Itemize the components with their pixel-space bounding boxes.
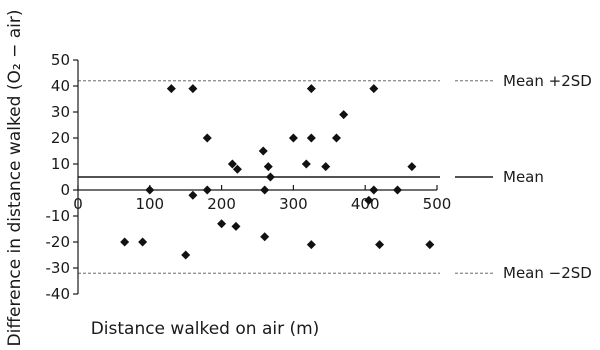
ref-line-label: Mean −2SD <box>503 264 592 282</box>
data-point <box>369 185 379 195</box>
y-tick-label: -10 <box>46 207 71 225</box>
data-point <box>265 172 275 182</box>
data-point <box>188 190 198 200</box>
x-tick-label: 300 <box>279 195 308 213</box>
y-tick-label: 30 <box>51 103 70 121</box>
data-point <box>306 240 316 250</box>
reference-lines: Mean +2SD Mean Mean −2SD <box>78 72 592 282</box>
data-point <box>260 185 270 195</box>
data-point <box>407 162 417 172</box>
data-point <box>232 164 242 174</box>
ref-line-label: Mean +2SD <box>503 72 592 90</box>
data-point <box>288 133 298 143</box>
data-point <box>231 221 241 231</box>
data-point <box>301 159 311 169</box>
x-tick-label: 400 <box>351 195 380 213</box>
data-point <box>339 110 349 120</box>
data-point <box>306 84 316 94</box>
y-tick-label: 20 <box>51 129 70 147</box>
data-point <box>181 250 191 260</box>
y-tick-label: 0 <box>60 181 70 199</box>
data-point <box>145 185 155 195</box>
data-point <box>202 133 212 143</box>
data-point <box>217 219 227 229</box>
y-axis-title: Difference in distance walked (O₂ − air) <box>5 10 25 347</box>
data-point <box>306 133 316 143</box>
data-point <box>369 84 379 94</box>
data-point <box>260 232 270 242</box>
data-point <box>331 133 341 143</box>
data-point <box>364 195 374 205</box>
data-point <box>375 240 385 250</box>
data-point <box>227 159 237 169</box>
data-point <box>188 84 198 94</box>
x-tick-label: 200 <box>207 195 236 213</box>
data-point <box>202 185 212 195</box>
data-point <box>263 162 273 172</box>
y-axis-ticks: -40 -30 -20 -10 0 10 20 30 40 50 <box>46 51 78 303</box>
data-point <box>393 185 403 195</box>
y-tick-label: -20 <box>46 233 71 251</box>
data-point <box>138 237 148 247</box>
data-points <box>120 84 435 260</box>
x-tick-label: 100 <box>135 195 164 213</box>
x-axis-title: Distance walked on air (m) <box>91 319 320 339</box>
y-tick-label: -30 <box>46 259 71 277</box>
data-point <box>166 84 176 94</box>
data-point <box>321 162 331 172</box>
ref-line-label: Mean <box>503 168 544 186</box>
data-point <box>425 240 435 250</box>
x-tick-label: 0 <box>73 195 83 213</box>
x-tick-label: 500 <box>423 195 452 213</box>
y-tick-label: -40 <box>46 285 71 303</box>
y-tick-label: 50 <box>51 51 70 69</box>
y-tick-label: 40 <box>51 77 70 95</box>
data-point <box>258 146 268 156</box>
y-tick-label: 10 <box>51 155 70 173</box>
data-point <box>120 237 130 247</box>
